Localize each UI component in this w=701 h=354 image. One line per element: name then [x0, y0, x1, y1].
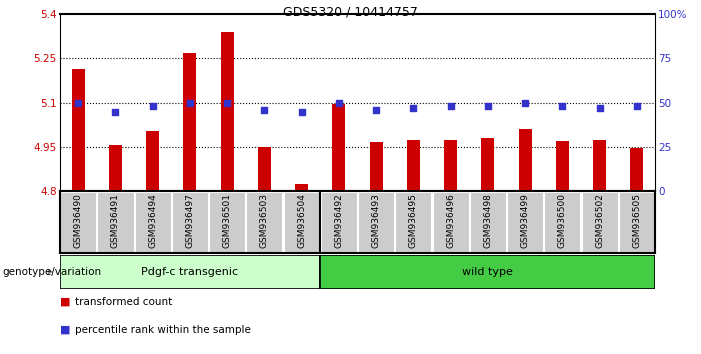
Bar [482, 138, 494, 191]
Bar [209, 193, 245, 252]
Point [557, 103, 568, 109]
Point [222, 100, 233, 105]
Bar [433, 193, 469, 252]
Text: GSM936503: GSM936503 [260, 193, 269, 249]
Text: percentile rank within the sample: percentile rank within the sample [75, 325, 251, 335]
Point [445, 103, 456, 109]
Bar [556, 141, 569, 191]
Text: GSM936501: GSM936501 [223, 193, 231, 249]
Point [333, 100, 344, 105]
Bar [97, 193, 133, 252]
Bar [582, 193, 618, 252]
Text: GSM936498: GSM936498 [484, 193, 492, 249]
Bar [619, 193, 655, 252]
Text: GSM936500: GSM936500 [558, 193, 567, 249]
Bar [72, 69, 85, 191]
Bar [507, 193, 543, 252]
Bar [295, 184, 308, 191]
Text: GSM936495: GSM936495 [409, 193, 418, 249]
Bar [109, 145, 122, 191]
Point [631, 103, 642, 109]
Bar [221, 32, 233, 191]
Text: GSM936490: GSM936490 [74, 193, 83, 249]
Bar [60, 193, 96, 252]
Text: transformed count: transformed count [75, 297, 172, 307]
Point [482, 103, 494, 109]
Bar [258, 147, 271, 191]
Point [73, 100, 84, 105]
Text: GDS5320 / 10414757: GDS5320 / 10414757 [283, 5, 418, 18]
Point [184, 100, 196, 105]
Text: Pdgf-c transgenic: Pdgf-c transgenic [142, 267, 238, 277]
Bar [172, 193, 208, 252]
Bar [470, 193, 506, 252]
Bar [60, 255, 320, 289]
Text: GSM936494: GSM936494 [148, 194, 157, 248]
Bar [395, 193, 431, 252]
Bar [332, 104, 346, 191]
Text: genotype/variation: genotype/variation [2, 267, 101, 277]
Bar [444, 139, 457, 191]
Text: GSM936505: GSM936505 [632, 193, 641, 249]
Text: GSM936493: GSM936493 [372, 193, 381, 249]
Bar [246, 193, 283, 252]
Text: GSM936499: GSM936499 [521, 193, 529, 249]
Bar [593, 139, 606, 191]
Text: GSM936496: GSM936496 [446, 193, 455, 249]
Point [259, 107, 270, 113]
Point [296, 109, 307, 114]
Text: GSM936504: GSM936504 [297, 193, 306, 249]
Text: ■: ■ [60, 297, 70, 307]
Bar [358, 193, 394, 252]
Bar [147, 131, 159, 191]
Bar [321, 193, 357, 252]
Bar [407, 139, 420, 191]
Bar [320, 255, 655, 289]
Text: GSM936492: GSM936492 [334, 194, 343, 248]
Text: GSM936491: GSM936491 [111, 193, 120, 249]
Point [147, 103, 158, 109]
Point [110, 109, 121, 114]
Bar [544, 193, 580, 252]
Bar [135, 193, 171, 252]
Point [408, 105, 419, 111]
Point [519, 100, 531, 105]
Bar [630, 148, 644, 191]
Text: wild type: wild type [463, 267, 513, 277]
Text: ■: ■ [60, 325, 70, 335]
Bar [369, 142, 383, 191]
Point [594, 105, 605, 111]
Text: GSM936502: GSM936502 [595, 193, 604, 249]
Bar [519, 129, 531, 191]
Text: GSM936497: GSM936497 [186, 193, 194, 249]
Bar [284, 193, 320, 252]
Point [371, 107, 382, 113]
Bar [184, 52, 196, 191]
